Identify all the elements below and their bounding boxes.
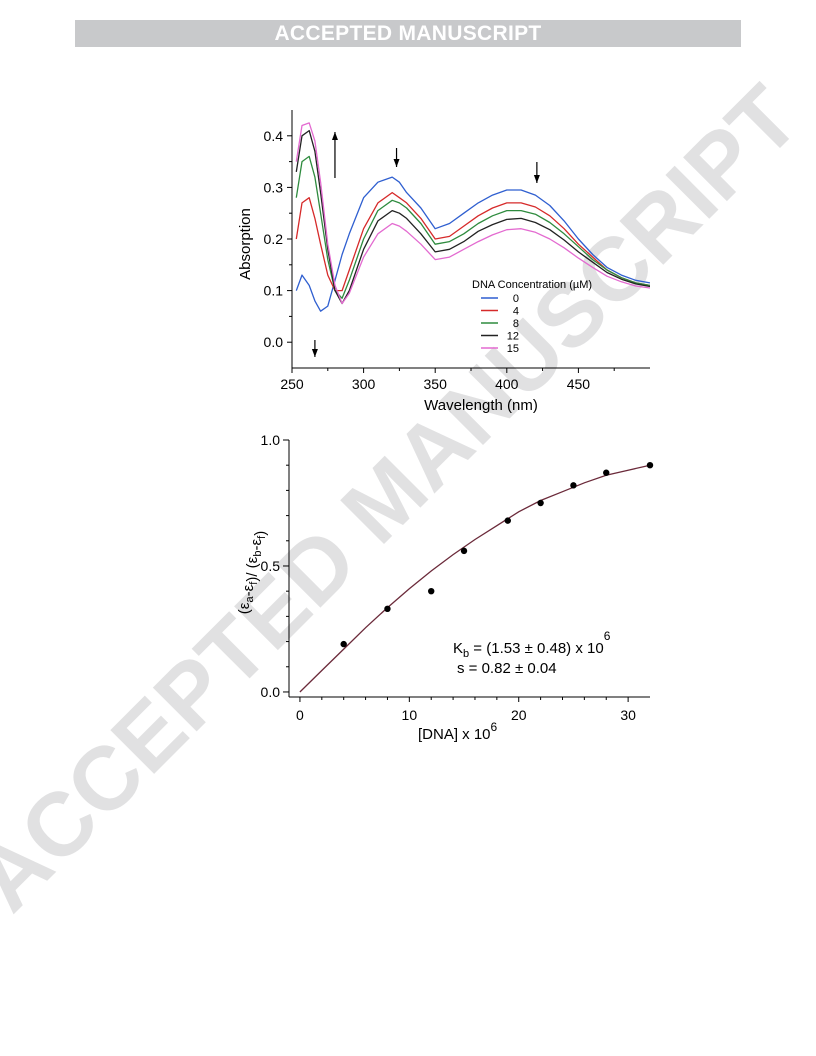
y-tick-label: 0.4 [264,128,284,144]
arrow-down-420-head [533,175,540,183]
data-point [603,469,610,476]
x-axis-label: [DNA] x 106 [418,720,498,743]
y-axis-label-subscript: f [256,535,268,539]
series-line-15 [295,122,650,305]
accepted-manuscript-banner: ACCEPTED MANUSCRIPT [75,20,741,47]
kb-value: = (1.53 ± 0.48) x 10 [469,640,604,657]
legend-label-15: 15 [507,343,519,355]
x-tick-label: 10 [402,707,418,723]
y-axis-label-subscript: a [244,596,256,603]
x-tick-label: 450 [567,376,591,392]
data-point [428,587,435,595]
s-annotation: s = 0.82 ± 0.04 [457,660,557,677]
x-tick-label: 400 [495,376,519,392]
data-point [340,640,347,648]
legend-label-12: 12 [507,331,519,343]
absorption-chart: 0.0 0.1 0.2 0.3 0.4 250 300 350 400 450 Wavelength… [237,110,650,414]
x-tick-label: 20 [511,707,527,723]
y-tick-label: 0.1 [264,283,284,299]
kb-exponent: 6 [604,629,611,643]
series-line-0 [295,176,650,312]
data-point [570,482,577,489]
x-tick-label: 250 [280,376,304,392]
data-point [504,517,511,524]
x-axis-label-exponent: 6 [491,720,498,734]
y-tick-label: 0.2 [264,231,284,247]
data-point [537,499,544,507]
x-tick-label: 300 [352,376,376,392]
kb-symbol: K [453,640,463,657]
y-axis-label: (εa-εf)/ (εb-εf) [236,531,269,614]
legend-label-0: 0 [513,293,519,305]
legend-label-8: 8 [513,318,519,330]
y-tick-label: 0.5 [261,558,281,574]
data-point [646,461,654,469]
arrow-down-265-head [311,349,318,357]
series-line-4 [295,191,650,292]
y-axis-label-part: -ε [248,539,265,551]
y-axis-label-part: -ε [240,584,257,596]
legend-title: DNA Concentration (µM) [472,279,592,291]
y-axis-label-subscript: f [248,581,260,585]
x-tick-label: 30 [620,707,636,723]
x-axis-label-base: [DNA] x 10 [418,726,491,743]
y-tick-label: 1.0 [261,432,281,448]
y-axis-label-part: (ε [236,602,253,614]
y-axis-label-part: ) [252,531,269,536]
y-axis-label: Absorption [237,208,254,280]
y-axis-label-part: )/ (ε [244,556,261,581]
kb-annotation: Kb = (1.53 ± 0.48) x 106 [453,629,611,660]
y-tick-label: 0.0 [261,684,281,700]
binding-chart: 0.00.51.00 10 20 30[DNA] x 106(εa-εf)/ (εb-… [236,432,654,743]
x-tick-label: 0 [296,707,304,723]
arrow-up-260-head [331,132,338,140]
data-point [460,547,468,555]
y-tick-label: 0.0 [264,334,284,350]
series-line-8 [295,155,650,299]
legend-label-4: 4 [513,306,519,318]
kb-subscript: b [463,648,469,660]
arrow-down-325-head [393,159,400,167]
y-tick-label: 0.3 [264,179,284,195]
series-line-12 [295,129,650,305]
x-axis-label: Wavelength (nm) [424,397,538,414]
y-axis-label-subscript: b [252,551,264,557]
data-point [384,605,391,613]
x-tick-label: 350 [424,376,448,392]
fit-curve [299,464,651,693]
